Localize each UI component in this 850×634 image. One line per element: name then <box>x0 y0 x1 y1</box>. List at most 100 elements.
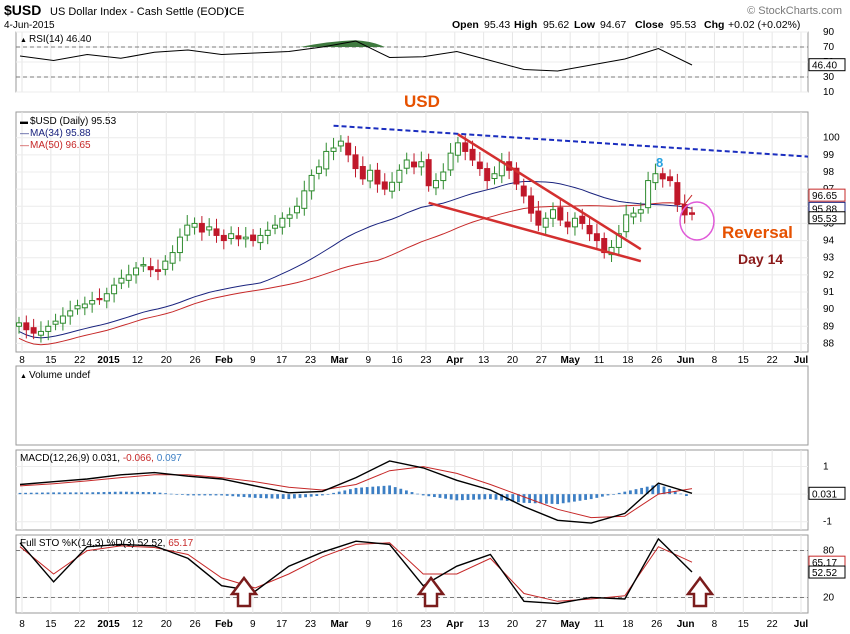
y-tick-label-rsi: 90 <box>823 27 835 38</box>
macd-histogram-bar <box>365 487 369 495</box>
x-tick-label-price: 15 <box>45 355 57 366</box>
candle-body <box>30 327 37 334</box>
y-tick-label-price: 99 <box>823 150 835 161</box>
candle-body <box>469 148 476 161</box>
macd-signal-value: -0.066, <box>123 453 157 464</box>
macd-histogram-bar <box>668 488 671 495</box>
macd-histogram-bar <box>393 487 397 495</box>
x-tick-label-sto: 23 <box>420 619 432 630</box>
x-tick-label-price: 16 <box>392 355 404 366</box>
macd-histogram-bar <box>410 492 414 495</box>
chart-date: 4-Jun-2015 <box>4 20 55 31</box>
macd-histogram-bar <box>589 494 593 500</box>
ma50-line <box>18 194 693 346</box>
legend-ma34-swatch: — <box>20 128 29 138</box>
x-tick-label-price: 20 <box>507 355 519 366</box>
macd-histogram-bar <box>158 492 162 495</box>
macd-histogram-bar <box>360 487 363 495</box>
value-tag-ma50: 96.65 <box>812 191 837 202</box>
candle-body <box>220 234 227 242</box>
macd-histogram-bar <box>657 484 660 495</box>
macd-histogram-bar <box>181 494 184 495</box>
candle-body <box>667 176 674 182</box>
macd-histogram-bar <box>220 494 223 496</box>
macd-histogram-bar <box>421 494 425 496</box>
macd-histogram-bar <box>175 494 179 495</box>
macd-histogram-bar <box>265 494 268 499</box>
candle-body <box>374 169 381 185</box>
annotation-reversal: Reversal <box>722 223 793 242</box>
rsi-toggle-icon: ▲ <box>20 37 27 44</box>
macd-histogram-bar <box>377 486 380 495</box>
macd-histogram-bar <box>259 494 263 499</box>
candle-body <box>279 217 286 228</box>
macd-histogram-bar <box>601 494 604 497</box>
value-tag-box-sto-k <box>808 565 846 579</box>
wedge-upper-line <box>457 133 642 251</box>
candle-body <box>411 161 418 168</box>
macd-histogram-bar <box>298 494 302 498</box>
candle-body <box>315 166 322 174</box>
candle-body <box>403 159 410 169</box>
macd-histogram-bar <box>685 494 688 496</box>
macd-histogram-bar <box>209 494 212 496</box>
y-tick-label-rsi: 70 <box>823 42 835 53</box>
candle-body <box>637 209 644 214</box>
x-tick-label-price: 13 <box>478 355 490 366</box>
annotation-day-count: Day 14 <box>738 251 783 267</box>
x-tick-label-price: 26 <box>190 355 202 366</box>
candle-body <box>674 182 681 206</box>
macd-histogram-bar <box>556 494 559 505</box>
x-tick-label-sto: May <box>560 619 580 630</box>
macd-histogram-bar <box>63 492 67 495</box>
macd-histogram-bar <box>455 494 459 501</box>
macd-histogram-bar <box>321 494 324 496</box>
x-tick-label-price: 27 <box>536 355 548 366</box>
legend-price-swatch: ▬ <box>20 117 28 126</box>
candle-body <box>37 330 44 336</box>
candle-body <box>689 212 695 215</box>
candle-body <box>440 171 447 182</box>
reversal-circle <box>679 201 715 241</box>
macd-histogram-bar <box>595 494 599 498</box>
candle-body <box>528 195 535 214</box>
candle-body <box>16 322 22 327</box>
x-tick-label-sto: Jul <box>794 619 809 630</box>
macd-histogram-bar <box>97 492 100 495</box>
x-tick-label-price: 23 <box>420 355 432 366</box>
y-tick-label-price: 90 <box>823 304 835 315</box>
macd-histogram-bar <box>483 494 487 500</box>
macd-histogram-bar <box>69 492 72 495</box>
candle-body <box>513 167 520 185</box>
macd-histogram-bar <box>382 485 386 495</box>
macd-histogram-bar <box>567 494 571 503</box>
x-tick-label-sto: 15 <box>45 619 57 630</box>
ohlc-readout: Open 95.43 High 95.62 Low 94.67 Close 95… <box>452 19 800 31</box>
macd-histogram-bar <box>102 492 106 495</box>
close-label: Close <box>635 19 664 31</box>
instrument-name: US Dollar Index - Cash Settle (EOD) <box>50 6 228 18</box>
x-tick-label-sto: 20 <box>161 619 173 630</box>
x-tick-label-price: 12 <box>132 355 144 366</box>
candle-body <box>169 252 176 264</box>
candle-body <box>198 222 205 233</box>
annotation-usd: USD <box>404 92 440 111</box>
x-tick-label-sto: 2015 <box>97 619 120 630</box>
macd-histogram-bar <box>500 494 503 501</box>
macd-histogram-bar <box>494 494 498 500</box>
x-tick-label-price: Jul <box>794 355 809 366</box>
macd-title: MACD(12,26,9) 0.031, -0.066, 0.097 <box>20 453 182 464</box>
x-tick-label-price: 23 <box>305 355 317 366</box>
candle-body <box>608 246 615 256</box>
macd-histogram-bar <box>141 491 145 495</box>
candle-body <box>476 161 483 170</box>
macd-histogram-bar <box>153 492 156 495</box>
candle-body <box>381 181 388 190</box>
macd-histogram-bar <box>545 494 548 504</box>
macd-histogram-bar <box>634 489 638 495</box>
macd-histogram-bar <box>629 490 632 495</box>
candle-body <box>389 181 396 192</box>
value-tag-box-macd <box>808 486 846 500</box>
macd-histogram-bar <box>617 492 621 495</box>
